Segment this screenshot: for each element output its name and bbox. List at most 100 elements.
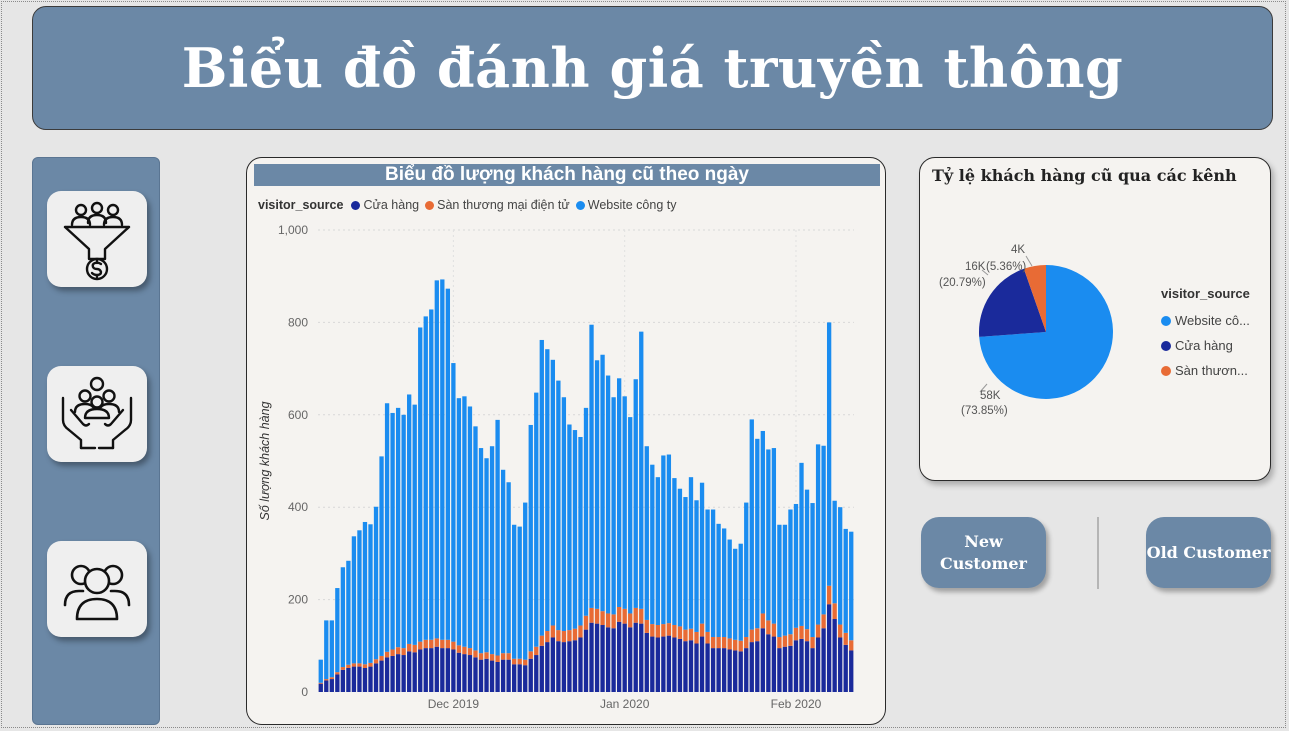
- bar-segment-marketplace: [495, 655, 500, 662]
- bar-segment-website: [605, 375, 611, 614]
- bar-segment-store: [677, 638, 683, 692]
- bar-segment-store: [357, 666, 362, 692]
- pie-leader-line: [1025, 255, 1033, 267]
- bar-segment-store: [329, 679, 334, 692]
- bar-segment-marketplace: [605, 613, 611, 628]
- bar-segment-website: [517, 526, 522, 659]
- old-customer-button[interactable]: Old Customer: [1146, 517, 1271, 588]
- bar-segment-marketplace: [771, 623, 777, 637]
- sidebar-item-care[interactable]: [47, 366, 147, 462]
- header-banner: Biểu đồ đánh giá truyền thông: [32, 6, 1273, 130]
- pie-chart-card: Tỷ lệ khách hàng cũ qua các kênh 58K (73.…: [919, 157, 1271, 481]
- x-tick-label: Jan 2020: [600, 697, 650, 711]
- bar-segment-store: [500, 659, 506, 692]
- bar-segment-website: [793, 503, 799, 628]
- bar-segment-store: [545, 642, 550, 692]
- bar-segment-marketplace: [512, 658, 517, 665]
- bar-segment-website: [346, 560, 351, 665]
- bar-segment-website: [340, 567, 346, 668]
- bar-segment-marketplace: [738, 640, 743, 652]
- bar-segment-marketplace: [373, 659, 379, 664]
- bar-segment-marketplace: [473, 650, 478, 658]
- sidebar-item-funnel[interactable]: [47, 191, 147, 287]
- bar-segment-store: [782, 646, 788, 692]
- bar-segment-store: [429, 648, 434, 692]
- bar-segment-website: [628, 417, 633, 614]
- bar-segment-marketplace: [799, 625, 804, 639]
- bar-segment-marketplace: [655, 625, 660, 638]
- bar-segment-store: [594, 623, 600, 692]
- bar-segment-marketplace: [661, 624, 666, 637]
- bar-segment-website: [644, 446, 649, 620]
- bar-segment-marketplace: [517, 658, 522, 665]
- bar-segment-website: [716, 523, 721, 638]
- bar-segment-store: [528, 658, 533, 692]
- bar-segment-marketplace: [329, 677, 334, 680]
- y-tick-label: 200: [288, 593, 308, 607]
- bar-segment-website: [810, 503, 815, 638]
- bar-segment-website: [622, 396, 627, 609]
- bar-segment-store: [539, 645, 544, 692]
- bar-segment-website: [727, 539, 732, 639]
- bar-segment-website: [500, 469, 506, 654]
- bar-segment-website: [489, 446, 495, 655]
- bar-segment-store: [561, 642, 567, 692]
- pie-legend-item-marketplace[interactable]: Sàn thươn...: [1161, 358, 1250, 383]
- bar-segment-website: [843, 528, 848, 633]
- legend-item-marketplace[interactable]: Sàn thương mại điện tử: [425, 198, 570, 212]
- legend-title: visitor_source: [258, 198, 344, 212]
- bar-segment-store: [423, 648, 428, 692]
- bar-segment-marketplace: [744, 637, 749, 649]
- bar-segment-store: [578, 637, 583, 692]
- bar-segment-store: [766, 634, 771, 692]
- bar-segment-marketplace: [423, 639, 428, 649]
- legend-label-marketplace: Sàn thương mại điện tử: [437, 198, 570, 212]
- bar-segment-store: [373, 663, 379, 692]
- bar-segment-marketplace: [832, 603, 837, 620]
- bar-segment-store: [517, 664, 522, 692]
- bar-segment-marketplace: [451, 641, 456, 650]
- bar-segment-marketplace: [489, 654, 495, 661]
- bar-segment-marketplace: [633, 607, 638, 623]
- pie-legend-item-website[interactable]: Website cô...: [1161, 308, 1250, 333]
- pie-leader-line: [981, 269, 989, 276]
- funnel-customers-dollar-icon: [63, 201, 131, 281]
- bar-segment-marketplace: [556, 630, 561, 642]
- bar-segment-store: [335, 674, 340, 692]
- pie-legend-item-store[interactable]: Cửa hàng: [1161, 333, 1250, 358]
- bar-segment-website: [777, 524, 782, 638]
- bar-segment-website: [324, 620, 329, 680]
- bar-segment-marketplace: [506, 653, 511, 660]
- pie-leader-line: [979, 383, 988, 393]
- bar-segment-website: [721, 528, 727, 638]
- new-customer-button[interactable]: New Customer: [921, 517, 1046, 588]
- bar-segment-store: [412, 652, 417, 692]
- legend-item-store[interactable]: Cửa hàng: [351, 198, 419, 212]
- bar-segment-marketplace: [804, 629, 810, 642]
- bar-segment-store: [799, 638, 804, 692]
- bar-segment-website: [534, 392, 539, 647]
- pie-percent-label-marketplace: (5.36%): [986, 261, 1026, 273]
- legend-item-website[interactable]: Website công ty: [575, 198, 676, 212]
- bar-segment-store: [777, 648, 782, 692]
- bar-segment-store: [418, 649, 423, 692]
- bar-segment-marketplace: [733, 639, 738, 651]
- button-separator: [1097, 517, 1099, 589]
- bar-segment-marketplace: [550, 625, 555, 638]
- bar-segment-website: [484, 458, 489, 653]
- bar-segment-website: [550, 359, 555, 626]
- bar-segment-website: [412, 404, 417, 645]
- bar-segment-marketplace: [694, 631, 699, 644]
- bar-segment-store: [589, 622, 594, 692]
- bar-segment-marketplace: [379, 655, 384, 661]
- bar-segment-store: [721, 648, 727, 692]
- y-axis-title: Số lượng khách hàng: [258, 401, 272, 520]
- bar-segment-marketplace: [639, 608, 644, 624]
- bar-segment-store: [451, 649, 456, 692]
- sidebar-item-users[interactable]: [47, 541, 147, 637]
- bar-segment-website: [672, 478, 677, 626]
- bar-segment-website: [804, 489, 810, 630]
- bar-segment-website: [495, 419, 500, 656]
- bar-segment-store: [445, 648, 451, 692]
- bar-segment-website: [617, 378, 622, 607]
